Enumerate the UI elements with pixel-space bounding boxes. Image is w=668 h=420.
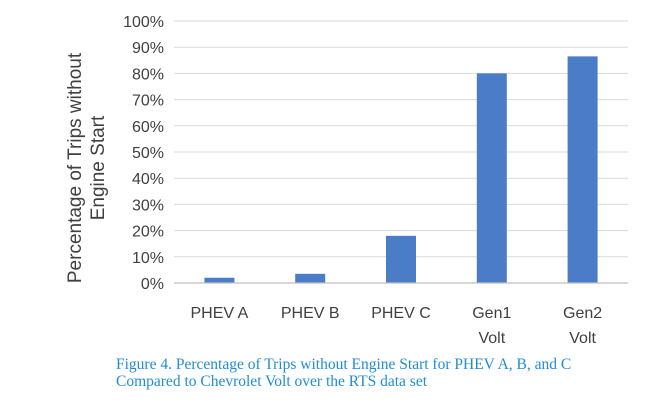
y-tick-label: 10% — [132, 250, 164, 267]
x-category-label: Gen2 Volt — [563, 305, 602, 347]
y-tick-label: 20% — [132, 224, 164, 241]
y-tick-label: 0% — [141, 276, 164, 293]
x-category-label-line: Gen2 — [563, 305, 602, 322]
y-tick-label: 100% — [123, 14, 164, 31]
y-tick-label: 80% — [132, 66, 164, 83]
y-tick-label: 60% — [132, 119, 164, 136]
y-axis-title-line: Engine Start — [88, 115, 109, 220]
bar-chart: 0% 10% 20% 30% 40% 50% 60% 70% 80% 90% 100% PHEV A… — [65, 14, 628, 347]
x-category-label-line: Volt — [478, 330, 505, 347]
x-category-label: PHEV A — [190, 305, 248, 322]
x-category-label: PHEV B — [281, 305, 340, 322]
x-category-label-line: Gen1 — [472, 305, 511, 322]
caption-line-2: Compared to Chevrolet Volt over the RTS … — [116, 373, 428, 390]
y-tick-label: 50% — [132, 145, 164, 162]
y-tick-label: 30% — [132, 197, 164, 214]
bars — [204, 56, 598, 284]
bar — [476, 73, 507, 284]
figure-caption: Figure 4. Percentage of Trips without En… — [116, 356, 664, 390]
y-tick-label: 90% — [132, 40, 164, 57]
y-axis-title: Percentage of Trips without Engine Start — [65, 52, 109, 283]
x-category-label-line: PHEV C — [371, 305, 431, 322]
y-tick-label: 40% — [132, 171, 164, 188]
gridlines — [174, 20, 628, 258]
x-category-label-line: PHEV A — [190, 305, 248, 322]
y-tick-labels: 0% 10% 20% 30% 40% 50% 60% 70% 80% 90% 100% — [123, 14, 164, 293]
y-tick-label: 70% — [132, 93, 164, 110]
caption-line-1: Figure 4. Percentage of Trips without En… — [116, 356, 572, 373]
bar — [567, 56, 598, 284]
bar — [204, 277, 235, 283]
x-category-label-line: PHEV B — [281, 305, 340, 322]
bar — [386, 235, 416, 283]
x-category-label-line: Volt — [569, 330, 596, 347]
y-axis-title-line: Percentage of Trips without — [65, 52, 86, 283]
bar — [295, 273, 326, 283]
x-category-label: Gen1 Volt — [472, 305, 511, 347]
x-category-label: PHEV C — [371, 305, 431, 322]
x-category-labels: PHEV A PHEV B PHEV C Gen1 Volt Gen2 Volt — [190, 305, 602, 347]
